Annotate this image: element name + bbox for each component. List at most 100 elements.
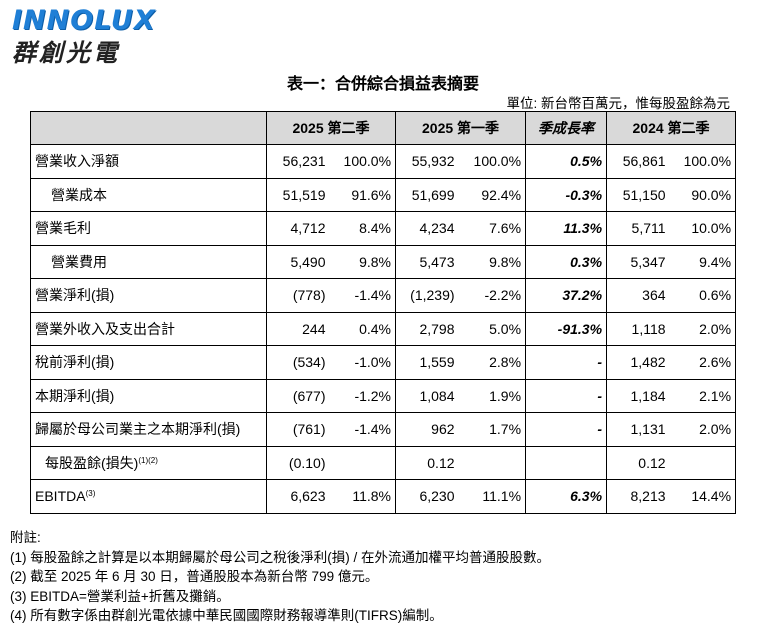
value-2024-q2: 1,184 — [606, 378, 670, 413]
table-body: 營業收入淨額 56,231 100.0% 55,932 100.0% 0.5% 56,861… — [30, 144, 737, 514]
row-label: 營業收入淨額 — [30, 144, 267, 179]
header-2024-q2: 2024 第二季 — [606, 111, 737, 145]
unit-note: 單位: 新台幣百萬元，惟每股盈餘為元 — [506, 96, 730, 111]
value-2025-q2: (677) — [266, 378, 330, 413]
percent-2024-q2: 14.4% — [669, 479, 737, 514]
value-2025-q1: 1,559 — [395, 345, 459, 380]
value-2025-q1: 4,234 — [395, 211, 459, 246]
row-label: 營業外收入及支出合計 — [30, 311, 267, 346]
percent-2024-q2 — [669, 445, 737, 480]
header-label — [30, 111, 267, 145]
footnotes-heading: 附註: — [10, 530, 41, 545]
qoq-growth: -0.3% — [525, 177, 608, 212]
qoq-growth: 37.2% — [525, 278, 608, 313]
qoq-growth: - — [525, 345, 608, 380]
value-2025-q2: 56,231 — [266, 144, 330, 179]
value-2025-q1: (1,239) — [395, 278, 459, 313]
percent-2024-q2: 2.1% — [669, 378, 737, 413]
value-2024-q2: 364 — [606, 278, 670, 313]
table-row: 每股盈餘(損失)(1)(2) (0.10) 0.12 0.12 — [30, 445, 737, 480]
value-2025-q1: 2,798 — [395, 311, 459, 346]
qoq-growth: - — [525, 378, 608, 413]
logo-wordmark: INNOLUX — [12, 5, 156, 36]
row-label: EBITDA(3) — [30, 479, 267, 514]
row-label: 每股盈餘(損失)(1)(2) — [30, 445, 267, 480]
footnote-item: (2) 截至 2025 年 6 月 30 日，普通股股本為新台幣 799 億元。 — [10, 569, 379, 585]
percent-2025-q2: 91.6% — [329, 177, 397, 212]
value-2025-q2: 6,623 — [266, 479, 330, 514]
value-2025-q1: 51,699 — [395, 177, 459, 212]
row-label: 歸屬於母公司業主之本期淨利(損) — [30, 412, 267, 447]
value-2025-q2: 244 — [266, 311, 330, 346]
footnote-item: (1) 每股盈餘之計算是以本期歸屬於母公司之稅後淨利(損) / 在外流通加權平均… — [10, 549, 550, 565]
value-2025-q1: 6,230 — [395, 479, 459, 514]
percent-2025-q2 — [329, 445, 397, 480]
qoq-growth: 11.3% — [525, 211, 608, 246]
table-header-row: 2025 第二季 2025 第一季 季成長率 2024 第二季 — [30, 111, 737, 145]
percent-2025-q1: 92.4% — [458, 177, 527, 212]
row-label: 營業淨利(損) — [30, 278, 267, 313]
percent-2025-q2: 9.8% — [329, 244, 397, 279]
qoq-growth: - — [525, 412, 608, 447]
percent-2025-q1: 1.9% — [458, 378, 527, 413]
value-2024-q2: 5,711 — [606, 211, 670, 246]
percent-2025-q1: 2.8% — [458, 345, 527, 380]
footnotes: 附註: (1) 每股盈餘之計算是以本期歸屬於母公司之稅後淨利(損) / 在外流通… — [10, 528, 550, 626]
value-2025-q2: (534) — [266, 345, 330, 380]
row-label: 本期淨利(損) — [30, 378, 267, 413]
logo-chinese-name: 群創光電 — [12, 39, 120, 67]
value-2025-q1: 5,473 — [395, 244, 459, 279]
table-row: 本期淨利(損) (677) -1.2% 1,084 1.9% -1,184 2.1% — [30, 378, 737, 413]
footnote-ref: (3) — [85, 489, 96, 499]
table-row: 營業毛利 4,712 8.4% 4,234 7.6% 11.3% 5,711 10.0% — [30, 211, 737, 246]
percent-2024-q2: 0.6% — [669, 278, 737, 313]
percent-2025-q1: 100.0% — [458, 144, 527, 179]
value-2024-q2: 5,347 — [606, 244, 670, 279]
percent-2025-q2: -1.2% — [329, 378, 397, 413]
qoq-growth: 0.5% — [525, 144, 608, 179]
value-2025-q1: 0.12 — [395, 445, 459, 480]
percent-2025-q1: 7.6% — [458, 211, 527, 246]
percent-2025-q2: 100.0% — [329, 144, 397, 179]
table-row: 營業成本 51,519 91.6% 51,699 92.4% -0.3% 51,150 90.… — [30, 177, 737, 212]
row-label: 稅前淨利(損) — [30, 345, 267, 380]
percent-2025-q1: 9.8% — [458, 244, 527, 279]
value-2025-q1: 962 — [395, 412, 459, 447]
header-2025-q2: 2025 第二季 — [265, 111, 397, 145]
table-row: 營業收入淨額 56,231 100.0% 55,932 100.0% 0.5% 56,861… — [30, 144, 737, 179]
row-label: 營業成本 — [30, 177, 267, 212]
value-2025-q2: 51,519 — [266, 177, 330, 212]
value-2024-q2: 56,861 — [606, 144, 670, 179]
value-2025-q1: 55,932 — [395, 144, 459, 179]
percent-2025-q2: -1.4% — [329, 278, 397, 313]
value-2024-q2: 0.12 — [606, 445, 670, 480]
percent-2024-q2: 2.0% — [669, 412, 737, 447]
value-2024-q2: 1,131 — [606, 412, 670, 447]
table-row: 營業淨利(損) (778) -1.4% (1,239) -2.2% 37.2% 364 0.6… — [30, 278, 737, 313]
percent-2025-q1: 1.7% — [458, 412, 527, 447]
row-label: 營業毛利 — [30, 211, 267, 246]
footnote-item: (4) 所有數字係由群創光電依據中華民國國際財務報導準則(TIFRS)編制。 — [10, 608, 443, 624]
value-2025-q2: (0.10) — [266, 445, 330, 480]
percent-2025-q2: -1.4% — [329, 412, 397, 447]
footnote-item: (3) EBITDA=營業利益+折舊及攤銷。 — [10, 588, 230, 604]
value-2025-q2: 5,490 — [266, 244, 330, 279]
percent-2024-q2: 90.0% — [669, 177, 737, 212]
value-2025-q2: 4,712 — [266, 211, 330, 246]
table-row: 歸屬於母公司業主之本期淨利(損) (761) -1.4% 962 1.7% -1,131 2… — [30, 412, 737, 447]
qoq-growth: 0.3% — [525, 244, 608, 279]
row-label: 營業費用 — [30, 244, 267, 279]
value-2024-q2: 8,213 — [606, 479, 670, 514]
company-logo: INNOLUX 群創光電 — [12, 5, 156, 68]
percent-2024-q2: 2.6% — [669, 345, 737, 380]
header-2025-q1: 2025 第一季 — [395, 111, 527, 145]
value-2025-q1: 1,084 — [395, 378, 459, 413]
header-qoq-growth: 季成長率 — [525, 111, 608, 145]
value-2024-q2: 1,482 — [606, 345, 670, 380]
table-row: EBITDA(3) 6,623 11.8% 6,230 11.1% 6.3% 8,213 14… — [30, 479, 737, 514]
income-statement-table: 2025 第二季 2025 第一季 季成長率 2024 第二季 營業收入淨額 56… — [30, 111, 737, 514]
table-row: 營業費用 5,490 9.8% 5,473 9.8% 0.3% 5,347 9.4% — [30, 244, 737, 279]
qoq-growth: 6.3% — [525, 479, 608, 514]
value-2024-q2: 1,118 — [606, 311, 670, 346]
percent-2025-q1 — [458, 445, 527, 480]
